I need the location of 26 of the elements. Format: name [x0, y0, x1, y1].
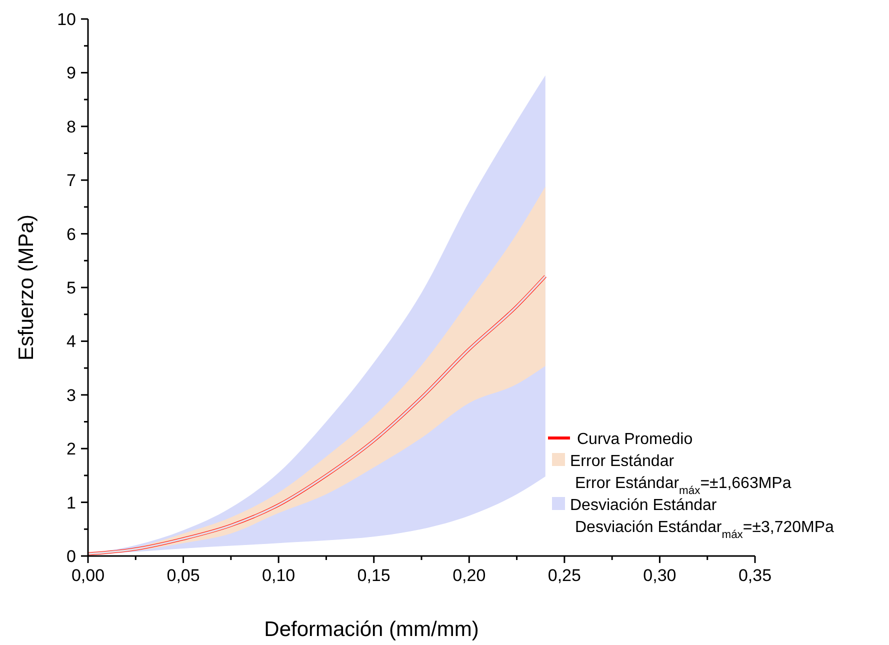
y-tick-label: 0 — [66, 547, 76, 566]
x-tick-label: 0,25 — [548, 566, 581, 585]
y-axis-title: Esfuerzo (MPa) — [15, 214, 38, 360]
legend-label: Desviación Estándar — [570, 497, 718, 514]
x-tick-label: 0,20 — [452, 566, 486, 585]
x-tick-label: 0,05 — [166, 566, 200, 585]
y-tick-label: 6 — [66, 224, 76, 244]
x-tick-label: 0,15 — [357, 566, 390, 585]
y-tick-label: 10 — [57, 10, 76, 29]
x-tick-label: 0,30 — [643, 566, 676, 585]
x-tick-label: 0,00 — [71, 566, 105, 585]
y-tick-label: 3 — [66, 386, 76, 405]
y-tick-label: 9 — [66, 64, 76, 83]
y-tick-label: 5 — [66, 278, 76, 298]
y-tick-label: 1 — [66, 493, 76, 512]
annotation: Desviación Estándar$_{máx}$=±3,720MPa — [575, 519, 834, 541]
x-tick-label: 0,35 — [738, 566, 772, 585]
annotation: Error Estándar$_{máx}$=±1,663MPa — [575, 475, 792, 497]
y-tick-label: 2 — [66, 440, 76, 459]
legend-label: Curva Promedio — [577, 431, 693, 448]
y-tick-label: 7 — [66, 171, 76, 190]
x-axis-title: Deformación (mm/mm) — [264, 618, 479, 641]
x-tick-label: 0,10 — [262, 566, 296, 585]
y-tick-label: 4 — [66, 332, 76, 352]
legend-label: Error Estándar — [570, 453, 675, 470]
y-tick-label: 8 — [66, 117, 76, 136]
